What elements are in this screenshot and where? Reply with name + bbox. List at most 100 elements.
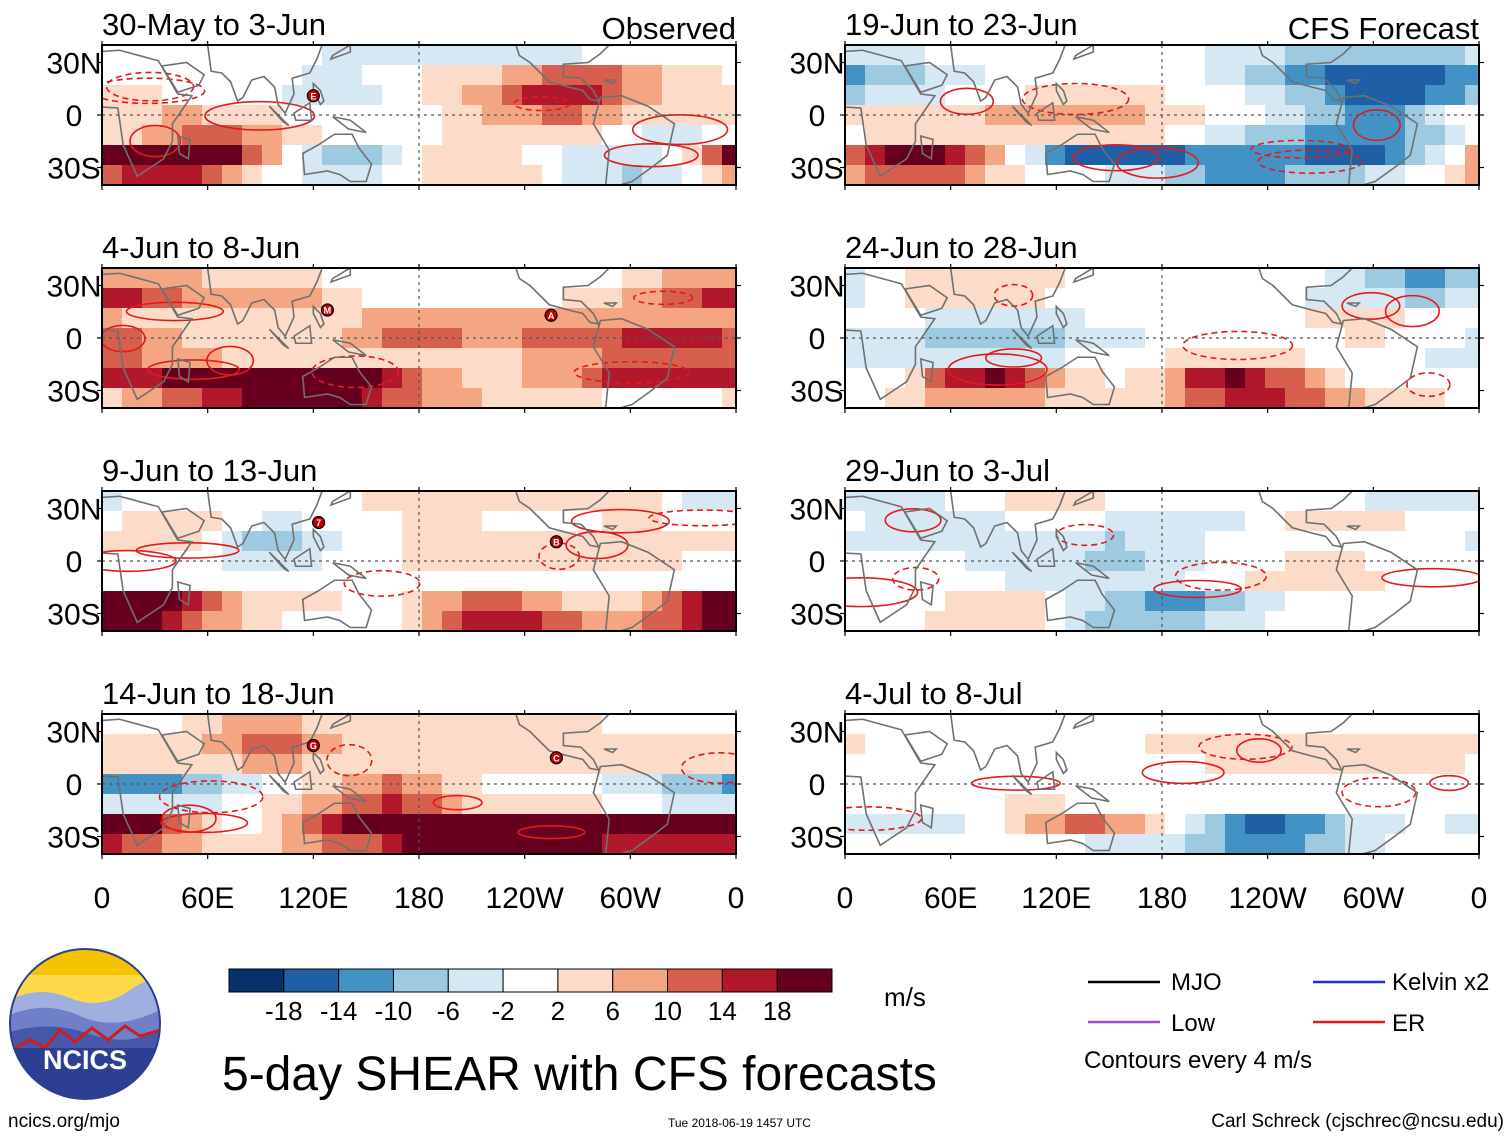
land-outline — [1075, 784, 1110, 803]
shear-cell — [462, 45, 483, 66]
shear-cell — [542, 368, 563, 389]
shear-cell — [342, 145, 363, 166]
land-outline — [1055, 527, 1068, 552]
shear-cell — [722, 551, 736, 572]
er-contour — [343, 569, 421, 597]
shear-cell — [482, 328, 503, 349]
shear-cell — [722, 754, 736, 775]
shear-cell — [722, 714, 736, 735]
shear-cell — [1425, 734, 1446, 755]
shear-cell — [1025, 754, 1046, 775]
x-tick-label: 180 — [1137, 882, 1187, 915]
shear-cell — [482, 491, 503, 512]
shear-cell — [1205, 125, 1226, 146]
shear-cell — [562, 65, 583, 86]
shear-cell — [362, 611, 383, 631]
colorbar-swatch — [392, 968, 449, 993]
shear-cell — [1265, 105, 1286, 126]
shear-cell — [1025, 591, 1046, 612]
shear-cell — [1185, 754, 1206, 775]
cyclone-label: M — [324, 306, 332, 316]
shear-cell — [642, 388, 663, 408]
shear-cell — [342, 308, 363, 329]
panel-title: 29-Jun to 3-Jul — [845, 453, 1050, 488]
shear-cell — [1365, 774, 1386, 795]
shear-cell — [382, 165, 403, 185]
shear-cell — [182, 491, 203, 512]
shear-cell — [1225, 165, 1246, 185]
shear-cell — [1225, 551, 1246, 572]
shear-cell — [865, 571, 886, 592]
shear-cell — [522, 714, 543, 735]
shear-cell — [1225, 754, 1246, 775]
shear-cell — [702, 531, 723, 552]
shear-cell — [1125, 551, 1146, 572]
colorbar-swatch — [612, 968, 669, 993]
shear-cell — [1185, 611, 1206, 631]
shear-cell — [905, 308, 926, 329]
panel-field: MA — [102, 268, 736, 408]
shear-cell — [562, 714, 583, 735]
shear-cell — [1405, 308, 1426, 329]
shear-cell — [662, 611, 683, 631]
shear-cell — [1045, 165, 1066, 185]
shear-cell — [1145, 45, 1166, 66]
shear-cell — [1125, 288, 1146, 309]
shear-cell — [1385, 348, 1406, 369]
shear-cell — [1245, 145, 1266, 166]
shear-cell — [702, 814, 723, 835]
shear-cell — [442, 165, 463, 185]
shear-cell — [522, 165, 543, 185]
shear-cell — [965, 714, 986, 735]
shear-cell — [1065, 388, 1086, 408]
er-contour — [891, 566, 940, 591]
shear-cell — [502, 794, 523, 815]
shear-cell — [702, 348, 723, 369]
shear-cell — [262, 571, 283, 592]
shear-cell — [1445, 591, 1466, 612]
shear-cell — [422, 591, 443, 612]
shear-cell — [1385, 145, 1406, 166]
shear-cell — [442, 388, 463, 408]
shear-cell — [965, 774, 986, 795]
shear-cell — [1305, 734, 1326, 755]
shear-cell — [1305, 165, 1326, 185]
shear-cell — [1365, 65, 1386, 86]
shear-cell — [502, 85, 523, 106]
shear-cell — [522, 834, 543, 854]
shear-cell — [502, 511, 523, 532]
shear-cell — [1165, 834, 1186, 854]
shear-cell — [622, 348, 643, 369]
shear-cell — [1185, 591, 1206, 612]
shear-cell — [1345, 368, 1366, 389]
shear-cell — [965, 611, 986, 631]
shear-cell — [502, 65, 523, 86]
shear-cell — [1045, 571, 1066, 592]
shear-cell — [1205, 268, 1226, 289]
shear-cell — [302, 794, 323, 815]
shear-cell — [622, 268, 643, 289]
shear-cell — [542, 145, 563, 166]
shear-cell — [382, 551, 403, 572]
shear-cell — [702, 794, 723, 815]
x-tick-label: 0 — [1471, 882, 1488, 915]
shear-cell — [845, 571, 866, 592]
shear-cell — [502, 165, 523, 185]
shear-cell — [1005, 388, 1026, 408]
shear-cell — [1425, 714, 1446, 735]
shear-cell — [925, 125, 946, 146]
shear-cell — [562, 268, 583, 289]
shear-cell — [382, 348, 403, 369]
shear-cell — [162, 511, 183, 532]
shear-cell — [1445, 754, 1466, 775]
shear-cell — [925, 165, 946, 185]
shear-cell — [1385, 308, 1406, 329]
shear-cell — [542, 491, 563, 512]
shear-cell — [1005, 794, 1026, 815]
shear-cell — [162, 388, 183, 408]
shear-cell — [1145, 491, 1166, 512]
shear-cell — [1305, 348, 1326, 369]
shear-cell — [1245, 368, 1266, 389]
shear-cell — [662, 268, 683, 289]
